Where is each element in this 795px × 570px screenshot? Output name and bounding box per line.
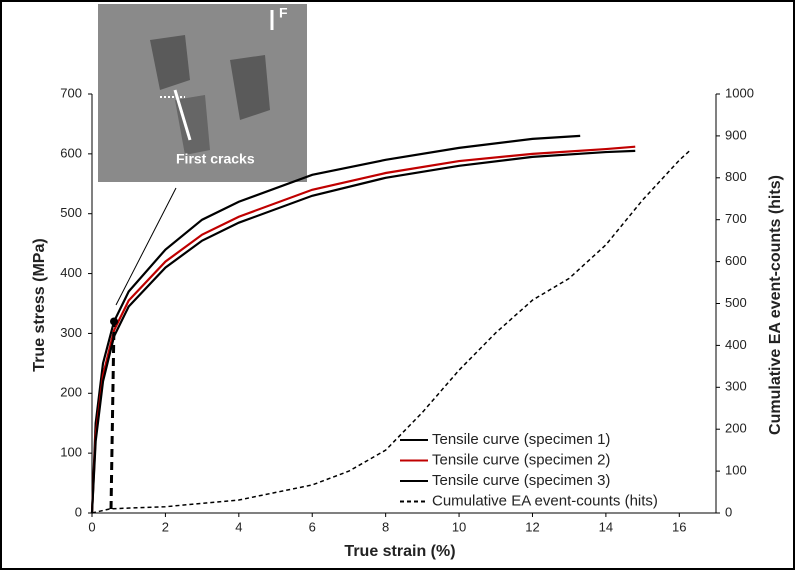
y-tick-label: 100 xyxy=(60,445,82,460)
inset-micrograph xyxy=(98,4,307,182)
y2-tick-label: 700 xyxy=(725,211,747,226)
x-tick-label: 2 xyxy=(162,519,169,534)
crack-arrow xyxy=(173,89,192,141)
x-tick-label: 12 xyxy=(525,519,539,534)
y2-tick-label: 600 xyxy=(725,253,747,268)
series-line xyxy=(90,149,636,514)
y-tick-label: 400 xyxy=(60,265,82,280)
y-tick-label: 200 xyxy=(60,385,82,400)
y-tick-label: 300 xyxy=(60,325,82,340)
y2-tick-label: 300 xyxy=(725,379,747,394)
legend-label: Tensile curve (specimen 2) xyxy=(432,451,610,468)
y2-tick-label: 800 xyxy=(725,169,747,184)
series-line xyxy=(90,145,636,514)
grain xyxy=(230,55,270,120)
x-tick-label: 0 xyxy=(88,519,95,534)
y-tick-label: 0 xyxy=(75,504,82,519)
crack-onset-point xyxy=(110,317,119,326)
y2-tick-label: 0 xyxy=(725,504,732,519)
x-axis-title: True strain (%) xyxy=(344,543,455,560)
x-tick-label: 6 xyxy=(309,519,316,534)
y-axis-title: True stress (MPa) xyxy=(31,238,48,371)
force-label: F xyxy=(279,5,288,21)
y2-tick-label: 1000 xyxy=(725,85,754,100)
x-tick-label: 14 xyxy=(599,519,613,534)
grain xyxy=(150,35,190,90)
crack-onset-line xyxy=(109,321,116,510)
y2-tick-label: 200 xyxy=(725,421,747,436)
y2-tick-label: 400 xyxy=(725,337,747,352)
x-tick-label: 10 xyxy=(452,519,466,534)
x-tick-label: 4 xyxy=(235,519,242,534)
legend-label: Tensile curve (specimen 3) xyxy=(432,472,610,489)
y-tick-label: 500 xyxy=(60,205,82,220)
legend-label: Cumulative EA event-counts (hits) xyxy=(432,492,658,509)
y2-tick-label: 100 xyxy=(725,463,747,478)
series-line xyxy=(90,134,581,514)
y-tick-label: 700 xyxy=(60,85,82,100)
y2-tick-label: 900 xyxy=(725,127,747,142)
y-tick-label: 600 xyxy=(60,145,82,160)
grain xyxy=(175,95,210,155)
cracks-label: First cracks xyxy=(176,151,255,167)
y2-axis-title: Cumulative EA event-counts (hits) xyxy=(767,175,784,435)
y2-tick-label: 500 xyxy=(725,295,747,310)
callout-line xyxy=(115,187,177,306)
x-tick-label: 8 xyxy=(382,519,389,534)
legend-label: Tensile curve (specimen 1) xyxy=(432,431,610,448)
x-tick-label: 16 xyxy=(672,519,686,534)
